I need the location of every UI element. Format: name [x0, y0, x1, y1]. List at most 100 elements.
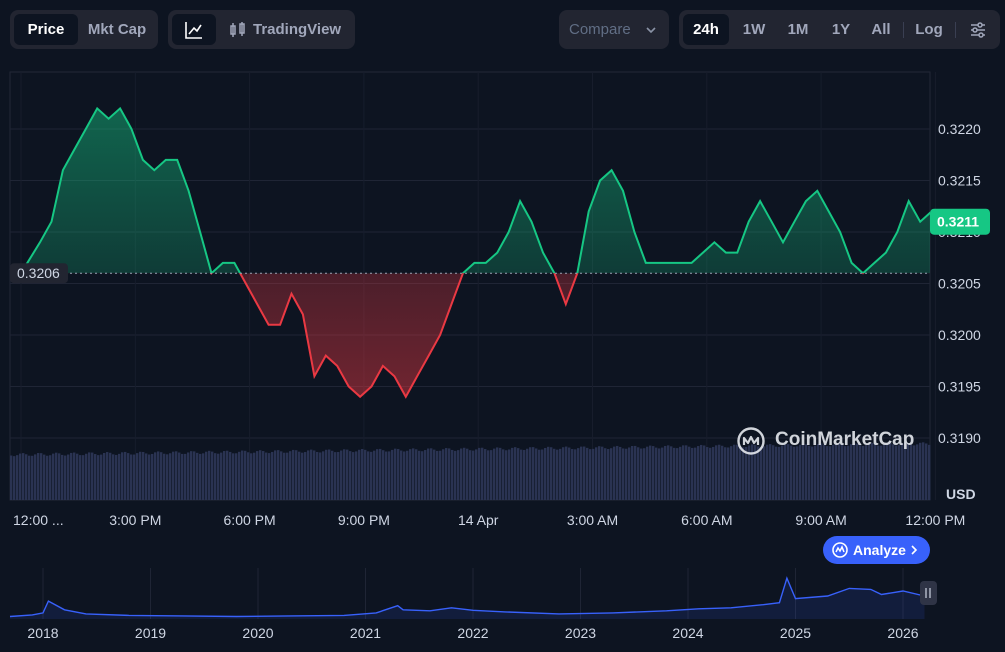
overview-x-axis: 2018 2019 2020 2021 2022 2023 2024 2025 2026: [27, 625, 918, 641]
volume-bar: [457, 450, 460, 500]
volume-bar: [211, 451, 214, 500]
volume-bar: [922, 442, 925, 500]
volume-bar: [256, 451, 259, 500]
y-axis-unit: USD: [946, 486, 976, 502]
settings-button[interactable]: [961, 14, 995, 45]
overview-handle[interactable]: [920, 581, 937, 605]
y-tick-label: 0.3220: [938, 121, 981, 137]
volume-bar: [118, 453, 121, 500]
view-toggle: Price Mkt Cap: [10, 10, 158, 49]
volume-bar: [895, 445, 898, 500]
range-1y[interactable]: 1Y: [831, 21, 851, 38]
volume-bar: [418, 450, 421, 500]
volume-bar: [481, 447, 484, 500]
volume-bar: [148, 454, 151, 500]
log-toggle[interactable]: Log: [915, 21, 943, 38]
volume-bar: [277, 450, 280, 500]
volume-bar: [637, 447, 640, 500]
volume-bar: [910, 444, 913, 500]
volume-bar: [31, 455, 34, 500]
volume-bar: [463, 447, 466, 500]
range-1w[interactable]: 1W: [742, 21, 766, 38]
volume-bar: [724, 447, 727, 500]
overview-chart[interactable]: 2018 2019 2020 2021 2022 2023 2024 2025 2026: [9, 568, 937, 641]
volume-bar: [79, 455, 82, 500]
volume-bar: [433, 449, 436, 500]
volume-bar: [655, 447, 658, 500]
volume-bar: [310, 449, 313, 500]
volume-bar: [628, 447, 631, 500]
volume-bar: [160, 452, 163, 500]
volume-bar: [391, 449, 394, 500]
volume-bar: [223, 451, 226, 500]
volume-bar: [85, 453, 88, 500]
volume-bar: [640, 448, 643, 500]
price-chart[interactable]: 0.32200.32150.32100.32050.32000.31950.31…: [0, 60, 1005, 652]
volume-bar: [280, 451, 283, 500]
range-24h[interactable]: 24h: [683, 14, 729, 45]
x-tick-label: 6:00 PM: [224, 512, 276, 528]
volume-bar: [334, 452, 337, 500]
volume-bar: [688, 446, 691, 500]
volume-bar: [319, 452, 322, 500]
volume-bar: [427, 448, 430, 500]
tab-price[interactable]: Price: [14, 14, 78, 45]
volume-bar: [721, 445, 724, 500]
volume-bar: [250, 453, 253, 500]
volume-bar: [439, 450, 442, 500]
volume-bar: [829, 446, 832, 500]
volume-bar: [508, 449, 511, 500]
chevron-right-icon: [911, 545, 918, 555]
volume-bar: [919, 442, 922, 500]
volume-bar: [451, 449, 454, 500]
coinmarketcap-logo-icon: [737, 427, 765, 455]
volume-bar: [286, 452, 289, 500]
volume-bar: [916, 444, 919, 500]
volume-bar: [367, 451, 370, 500]
volume-bar: [361, 448, 364, 500]
volume-bar: [850, 444, 853, 500]
volume-bar: [877, 445, 880, 500]
volume-bar: [61, 454, 64, 500]
overview-year-label: 2022: [457, 625, 488, 641]
volume-bar: [718, 444, 721, 500]
volume-bar: [301, 452, 304, 500]
volume-bar: [631, 445, 634, 500]
volume-bar: [874, 444, 877, 500]
volume-bar: [145, 453, 148, 500]
volume-bar: [349, 451, 352, 500]
volume-bar: [325, 449, 328, 500]
line-chart-button[interactable]: [172, 14, 216, 45]
volume-bar: [778, 446, 781, 500]
volume-bar: [460, 448, 463, 500]
y-tick-label: 0.3215: [938, 173, 981, 189]
volume-bar: [547, 446, 550, 500]
analyze-button[interactable]: Analyze: [823, 536, 930, 564]
volume-bar: [694, 447, 697, 500]
volume-bar: [376, 449, 379, 500]
y-tick-label: 0.3205: [938, 276, 981, 292]
volume-bar: [496, 447, 499, 500]
tab-mkt-cap[interactable]: Mkt Cap: [87, 21, 147, 38]
volume-bar: [442, 449, 445, 500]
range-1m[interactable]: 1M: [787, 21, 809, 38]
volume-bar: [844, 446, 847, 500]
volume-bar: [328, 449, 331, 500]
baseline-badge: 0.3206: [10, 263, 68, 284]
overview-year-label: 2024: [672, 625, 703, 641]
volume-bar: [682, 445, 685, 500]
tradingview-button[interactable]: TradingView: [222, 14, 352, 45]
volume-bar: [37, 453, 40, 500]
volume-bar: [607, 449, 610, 500]
volume-bar: [430, 448, 433, 500]
volume-bar: [661, 447, 664, 500]
volume-bar: [727, 447, 730, 500]
volume-bar: [388, 451, 391, 500]
volume-bar: [709, 447, 712, 500]
range-all[interactable]: All: [871, 21, 891, 38]
overview-year-label: 2019: [135, 625, 166, 641]
volume-bar: [853, 443, 856, 500]
volume-bar: [835, 443, 838, 500]
volume-bar: [769, 444, 772, 500]
compare-dropdown[interactable]: Compare: [559, 10, 669, 49]
